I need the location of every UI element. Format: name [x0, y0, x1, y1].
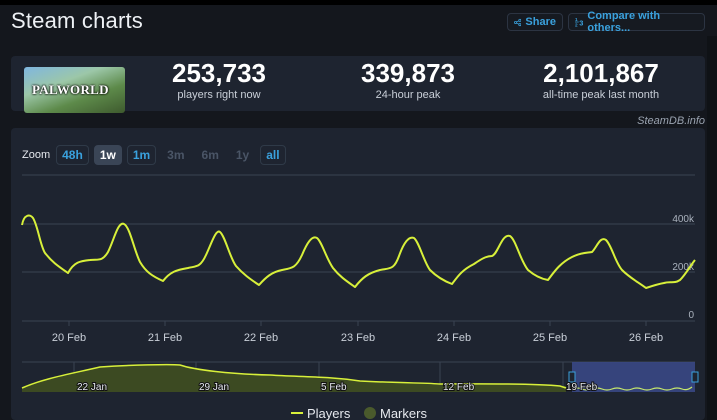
- navigator-handle-right[interactable]: [691, 371, 699, 383]
- stat-24h-peak: 339,873 24-hour peak: [338, 58, 478, 101]
- x-tick-label: 26 Feb: [629, 332, 663, 344]
- zoom-all-button[interactable]: all: [260, 145, 286, 165]
- zoom-1m-button[interactable]: 1m: [126, 145, 157, 165]
- stats-panel: PALWORLD 253,733 players right now 339,8…: [11, 56, 705, 113]
- zoom-1y-button: 1y: [235, 148, 250, 162]
- svg-text:1: 1: [575, 17, 578, 22]
- navigator-handle-left[interactable]: [568, 371, 576, 383]
- game-logo[interactable]: PALWORLD: [24, 67, 125, 113]
- x-tick-label: 23 Feb: [341, 332, 375, 344]
- share-button[interactable]: Share: [507, 13, 563, 31]
- zoom-6m-button: 6m: [201, 148, 219, 162]
- navigator-tick-label: 19 Feb: [566, 382, 598, 393]
- x-tick-label: 21 Feb: [148, 332, 182, 344]
- navigator-selected-line: [571, 386, 693, 391]
- navigator[interactable]: 22 Jan 29 Jan 5 Feb 12 Feb 19 Feb: [21, 361, 699, 394]
- svg-text:3: 3: [579, 19, 583, 28]
- stat-value: 2,101,867: [543, 58, 659, 88]
- zoom-3m-button: 3m: [167, 148, 185, 162]
- sort-numeric-icon: 12 3: [575, 17, 583, 28]
- y-tick-label: 200k: [672, 262, 695, 273]
- y-axis-labels: 400k 200k 0: [672, 214, 695, 321]
- x-tick-label: 22 Feb: [244, 332, 278, 344]
- players-line[interactable]: [21, 214, 696, 289]
- zoom-label: Zoom: [22, 149, 51, 161]
- x-tick-label: 24 Feb: [437, 332, 471, 344]
- zoom-controls: Zoom 48h 1w 1m 3m 6m 1y all: [22, 145, 286, 165]
- navigator-tick-label: 5 Feb: [321, 382, 347, 393]
- navigator-tick-label: 22 Jan: [77, 382, 107, 393]
- svg-text:2: 2: [575, 23, 578, 28]
- game-logo-text: PALWORLD: [32, 82, 109, 97]
- markers-legend-icon: [364, 407, 376, 419]
- zoom-48h-button[interactable]: 48h: [56, 145, 89, 165]
- stat-alltime-peak: 2,101,867 all-time peak last month: [521, 58, 681, 101]
- stat-label: all-time peak last month: [542, 89, 660, 101]
- navigator-tick-label: 12 Feb: [443, 382, 475, 393]
- share-label: Share: [525, 16, 556, 28]
- legend-item-players[interactable]: Players: [291, 406, 351, 420]
- x-axis: [68, 321, 647, 326]
- y-tick-label: 400k: [672, 214, 695, 225]
- share-icon: [514, 18, 522, 26]
- stat-label: 24-hour peak: [375, 89, 441, 101]
- stat-current-players: 253,733 players right now: [149, 58, 289, 101]
- x-axis-labels: 20 Feb 21 Feb 22 Feb 23 Feb 24 Feb 25 Fe…: [52, 332, 663, 344]
- zoom-1w-button[interactable]: 1w: [93, 145, 122, 165]
- navigator-line: [21, 363, 567, 389]
- x-tick-label: 20 Feb: [52, 332, 86, 344]
- steamdb-watermark: SteamDB.info: [637, 115, 705, 127]
- top-bar: [0, 0, 717, 5]
- navigator-selection[interactable]: [572, 362, 695, 392]
- page-scrollbar[interactable]: [707, 36, 717, 420]
- stat-value: 339,873: [361, 58, 455, 88]
- legend-markers-label: Markers: [380, 406, 427, 420]
- stat-label: players right now: [177, 89, 261, 101]
- navigator-area: [22, 364, 566, 392]
- legend-item-markers[interactable]: Markers: [364, 406, 427, 420]
- legend-players-label: Players: [307, 406, 351, 420]
- navigator-tick-label: 29 Jan: [199, 382, 229, 393]
- chart-legend: Players Markers: [291, 406, 427, 420]
- compare-label: Compare with others...: [587, 10, 661, 34]
- y-tick-label: 0: [688, 310, 694, 321]
- stat-value: 253,733: [172, 58, 266, 88]
- page-title: Steam charts: [11, 8, 144, 33]
- x-tick-label: 25 Feb: [533, 332, 567, 344]
